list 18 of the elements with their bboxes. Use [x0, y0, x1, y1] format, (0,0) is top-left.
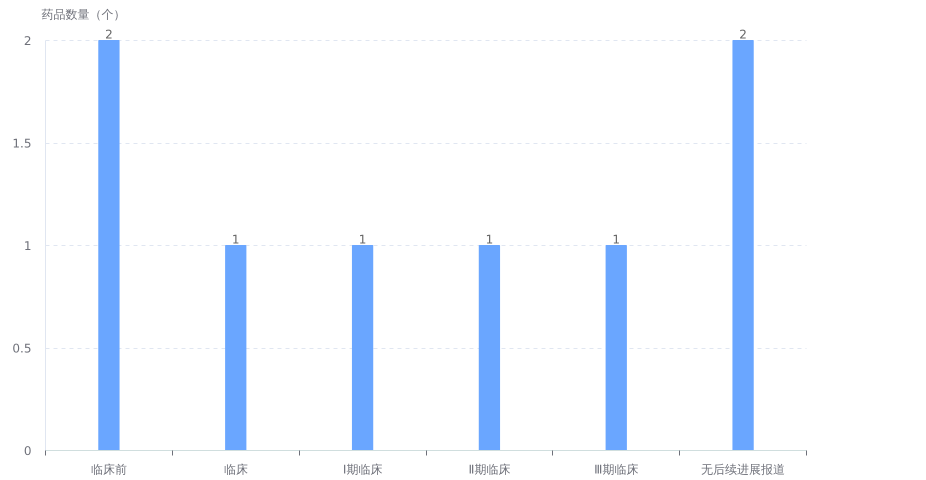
x-tick-label: 临床	[224, 462, 248, 476]
y-tick-label: 0	[24, 444, 32, 458]
x-tick-label: 临床前	[90, 462, 127, 476]
x-tick-label: Ⅲ期临床	[594, 462, 638, 476]
data-label: 1	[358, 232, 366, 246]
data-label: 1	[486, 232, 494, 246]
y-tick-label: 1.5	[12, 136, 32, 150]
x-tick-label: Ⅱ期临床	[468, 462, 510, 476]
data-label: 1	[232, 232, 240, 246]
y-axis-title: 药品数量（个）	[42, 8, 126, 22]
y-tick-label: 1	[24, 239, 32, 253]
data-label: 2	[739, 28, 747, 42]
data-label: 2	[105, 28, 113, 42]
data-label: 1	[612, 232, 620, 246]
x-tick-label: 无后续进展报道	[701, 462, 786, 476]
y-tick-label: 2	[24, 34, 32, 48]
x-tick-label: Ⅰ期临床	[342, 462, 382, 476]
y-tick-label: 0.5	[12, 342, 32, 356]
